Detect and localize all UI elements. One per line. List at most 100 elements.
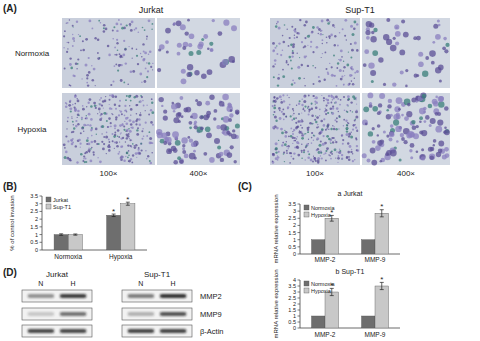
cell [405, 85, 408, 88]
cell [308, 114, 310, 116]
cell [292, 143, 293, 144]
cell [333, 97, 335, 99]
cell [370, 36, 376, 42]
cell [322, 43, 323, 44]
cell [86, 77, 88, 79]
cell [227, 106, 233, 112]
cell [311, 132, 313, 134]
cell [389, 138, 393, 142]
cell [115, 141, 118, 144]
cell [236, 111, 240, 115]
cell [151, 102, 153, 104]
cell [73, 127, 75, 129]
cell [63, 35, 65, 37]
cell [325, 150, 327, 152]
cell [294, 82, 296, 84]
cell [77, 100, 80, 103]
cell [312, 51, 314, 53]
cell [351, 68, 353, 70]
cell [146, 38, 147, 39]
cell [330, 128, 332, 130]
cell [95, 85, 96, 86]
cell [316, 116, 319, 119]
cell [172, 102, 175, 105]
cell [289, 37, 291, 39]
cell [290, 60, 292, 62]
cell [337, 157, 340, 160]
cell [65, 135, 67, 137]
cell [126, 152, 129, 155]
cell [222, 94, 229, 101]
cell [393, 37, 396, 40]
cell [278, 42, 280, 44]
cell [181, 115, 184, 118]
cell [372, 106, 378, 112]
cell [138, 151, 141, 154]
cell [64, 156, 67, 159]
cell [274, 104, 276, 106]
cell [389, 132, 395, 138]
cell [163, 110, 167, 114]
cell [63, 47, 64, 48]
cell [439, 80, 442, 83]
cell [340, 99, 342, 101]
cell [321, 128, 324, 131]
cell [287, 145, 289, 147]
cell [300, 124, 302, 126]
cell [311, 142, 312, 143]
significance: * [112, 207, 115, 216]
cell [296, 105, 297, 106]
cell [289, 56, 292, 59]
cell [275, 25, 278, 28]
cell [73, 26, 74, 27]
cell [291, 156, 293, 158]
cell [301, 112, 302, 113]
cell [149, 142, 152, 145]
cell [308, 111, 310, 113]
marks [312, 210, 389, 254]
blot-band [60, 294, 87, 298]
cell [135, 27, 137, 29]
error-bar [59, 234, 63, 236]
y-tick-label: 0 [35, 247, 38, 253]
cell [354, 159, 356, 161]
cell [305, 159, 306, 160]
cell [110, 122, 112, 124]
cell [326, 68, 328, 70]
cell [383, 131, 386, 134]
row-label: Hypoxia [18, 125, 47, 134]
cell [230, 145, 234, 149]
cell [301, 137, 304, 140]
y-tick [298, 310, 301, 311]
cell [321, 20, 324, 23]
cell [379, 93, 385, 99]
chart: 00.511.522.533.5% of control invasion**N… [9, 193, 147, 261]
cell [309, 122, 312, 125]
cell [350, 43, 352, 45]
cell [152, 124, 154, 126]
micrograph-bg [362, 93, 450, 165]
cell [99, 118, 102, 121]
cell [97, 52, 99, 54]
cell [433, 139, 437, 143]
cell [299, 120, 302, 123]
cell [444, 129, 450, 135]
cell [209, 42, 213, 46]
cell [108, 126, 110, 128]
cell [235, 110, 240, 115]
y-tick-label: 4 [293, 277, 296, 283]
cell [324, 111, 326, 113]
cell [396, 140, 399, 143]
cell [152, 69, 153, 70]
cell [401, 114, 404, 117]
cell [66, 103, 67, 104]
cell [287, 64, 289, 66]
cell [348, 132, 351, 135]
cell [71, 140, 73, 142]
cell [369, 23, 374, 28]
cell [346, 125, 348, 127]
cell [293, 113, 295, 115]
cell [119, 151, 121, 153]
cell [196, 50, 201, 55]
legend: JurkatSup-T1 [46, 197, 71, 210]
